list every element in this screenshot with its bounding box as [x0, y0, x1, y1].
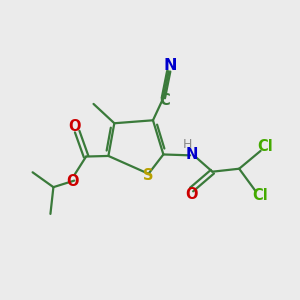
Text: Cl: Cl [252, 188, 268, 203]
Text: Cl: Cl [257, 139, 273, 154]
Text: C: C [160, 94, 170, 109]
Text: H: H [183, 138, 192, 151]
Text: S: S [143, 168, 154, 183]
Text: N: N [186, 147, 198, 162]
Text: N: N [164, 58, 177, 74]
Text: O: O [185, 187, 197, 202]
Text: O: O [69, 119, 81, 134]
Text: O: O [67, 174, 79, 189]
